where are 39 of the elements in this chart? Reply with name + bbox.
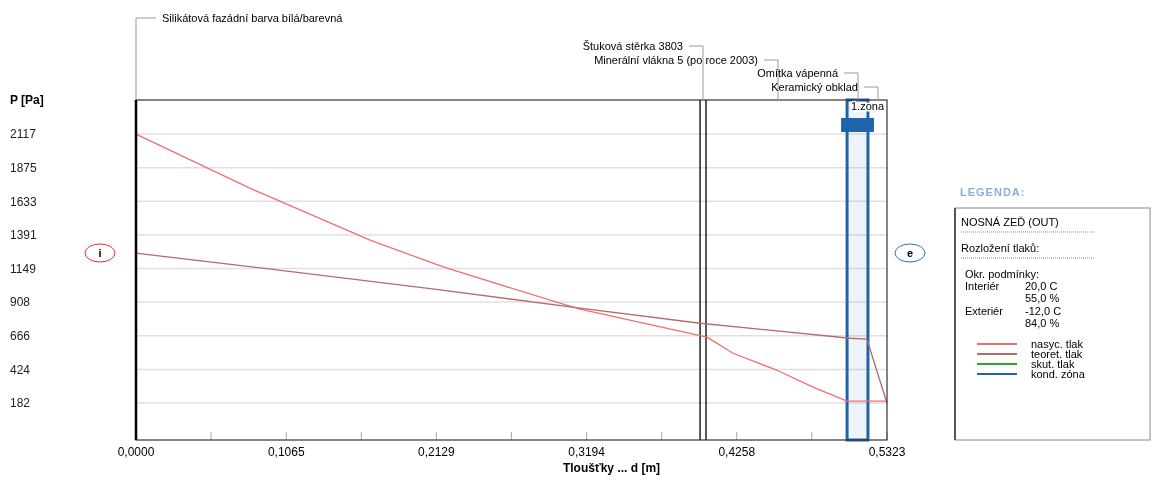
y-tick-label: 2117 <box>10 127 37 142</box>
x-axis-title: Tloušťky ... d [m] <box>562 461 661 475</box>
text: Rozložení tlaků: <box>961 241 1040 254</box>
text: Keramický obklad <box>771 80 858 93</box>
y-tick-label: 1633 <box>10 194 38 209</box>
x-tick-label: 0,0000 <box>117 445 155 459</box>
text: Štuková stěrka 3803 <box>582 39 683 52</box>
text: kond. zóna <box>1031 367 1086 380</box>
y-tick-label: 1149 <box>10 261 37 276</box>
y-tick-label: 666 <box>10 328 31 343</box>
x-tick-label: 0,4258 <box>718 445 756 459</box>
y-tick-label: 1391 <box>10 228 38 243</box>
text: i <box>98 246 102 259</box>
text: Exteriér <box>965 304 1004 317</box>
line-series <box>135 133 888 402</box>
y-tick-label: 1875 <box>10 160 38 175</box>
y-tick-label: 908 <box>10 295 31 310</box>
x-tick-label: 0,1065 <box>267 445 305 459</box>
y-tick-label: 424 <box>10 362 31 377</box>
text: Interiér <box>965 279 1000 292</box>
text: Minerální vlákna 5 (po roce 2003) <box>594 53 758 66</box>
y-tick-label: 182 <box>10 396 31 411</box>
x-tick-label: 0,5323 <box>868 445 906 459</box>
text: NOSNÁ ZEĎ (OUT) <box>961 215 1059 228</box>
text: e <box>906 246 914 259</box>
x-tick-label: 0,3194 <box>568 445 606 459</box>
text: 55,0 % <box>1025 291 1060 304</box>
legend-label: nasyc. tlak <box>1031 337 1084 350</box>
x-tick-label: 0,2129 <box>418 445 456 459</box>
text: 84,0 % <box>1025 316 1060 329</box>
y-axis-title: P [Pa] <box>10 93 44 108</box>
text: Omítka vápenná <box>757 66 839 79</box>
text: Okr. podmínky: <box>965 267 1039 280</box>
text: 20,0 C <box>1025 279 1058 292</box>
text: Silikátová fazádní barva bílá/barevná <box>162 11 344 24</box>
legend-label: skut. tlak <box>1031 357 1075 370</box>
legend-title: LEGENDA: <box>960 186 1026 198</box>
line-series <box>135 252 888 404</box>
text: -12,0 C <box>1025 304 1062 317</box>
